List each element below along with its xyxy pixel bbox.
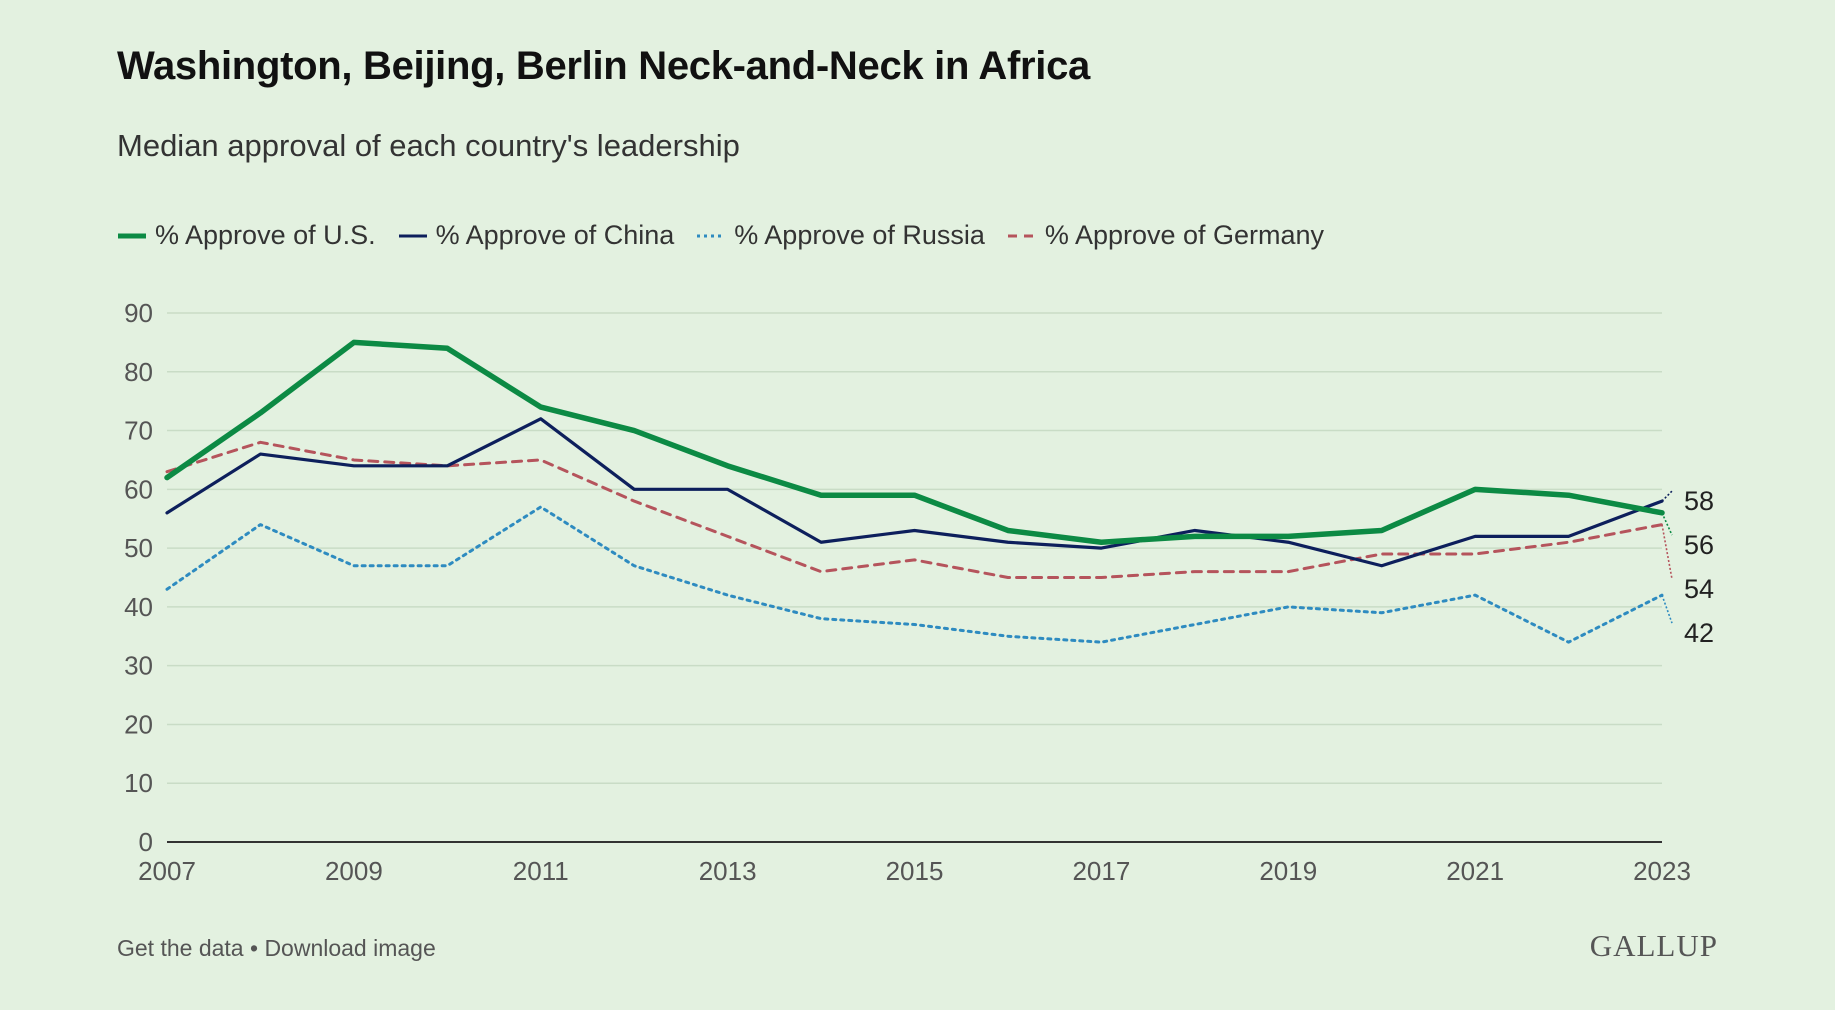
x-tick-label: 2019: [1259, 856, 1317, 886]
footer-links: Get the data • Download image: [117, 935, 436, 962]
legend-label-russia: % Approve of Russia: [734, 220, 985, 250]
legend-label-us: % Approve of U.S.: [155, 220, 376, 250]
y-tick-label: 80: [124, 357, 153, 387]
chart-subtitle: Median approval of each country's leader…: [117, 128, 740, 163]
chart-title: Washington, Beijing, Berlin Neck-and-Nec…: [117, 44, 1091, 88]
y-tick-label: 40: [124, 592, 153, 622]
x-tick-label: 2007: [138, 856, 196, 886]
x-tick-label: 2017: [1072, 856, 1130, 886]
end-label-leader: [1661, 524, 1673, 580]
end-label-leader: [1661, 490, 1673, 502]
end-value-label: 56: [1684, 530, 1714, 560]
series-line--approve-of-russia: [165, 505, 1664, 644]
legend-item-us: % Approve of U.S.: [117, 220, 376, 251]
series-line--approve-of-u-s-: [164, 339, 1665, 545]
download-image-link[interactable]: Download image: [264, 935, 436, 961]
legend-label-germany: % Approve of Germany: [1044, 220, 1325, 250]
x-tick-label: 2023: [1633, 856, 1691, 886]
end-value-label: 54: [1684, 574, 1714, 604]
end-value-label: 58: [1684, 486, 1714, 516]
series-line--approve-of-china: [165, 417, 1664, 568]
y-tick-label: 20: [124, 709, 153, 739]
end-value-label: 42: [1684, 618, 1714, 648]
x-tick-label: 2013: [699, 856, 757, 886]
legend: % Approve of U.S. % Approve of China % A…: [117, 220, 1346, 251]
y-tick-label: 30: [124, 651, 153, 681]
get-data-link[interactable]: Get the data: [117, 935, 244, 961]
x-tick-label: 2009: [325, 856, 383, 886]
y-tick-label: 50: [124, 533, 153, 563]
series-line--approve-of-germany: [165, 440, 1664, 579]
x-tick-label: 2015: [886, 856, 944, 886]
y-tick-label: 0: [139, 827, 153, 857]
y-tick-label: 10: [124, 768, 153, 798]
legend-item-germany: % Approve of Germany: [1007, 220, 1324, 251]
x-tick-label: 2011: [513, 856, 569, 886]
footer-separator: •: [243, 935, 265, 961]
legend-item-russia: % Approve of Russia: [696, 220, 985, 251]
legend-label-china: % Approve of China: [435, 220, 675, 250]
y-tick-label: 60: [124, 474, 153, 504]
legend-item-china: % Approve of China: [398, 220, 675, 251]
end-label-leader: [1661, 512, 1673, 536]
x-tick-label: 2021: [1446, 856, 1504, 886]
y-tick-label: 90: [124, 298, 153, 328]
y-tick-label: 70: [124, 416, 153, 446]
gallup-logo: GALLUP: [1589, 928, 1718, 963]
end-label-leader: [1661, 594, 1673, 624]
